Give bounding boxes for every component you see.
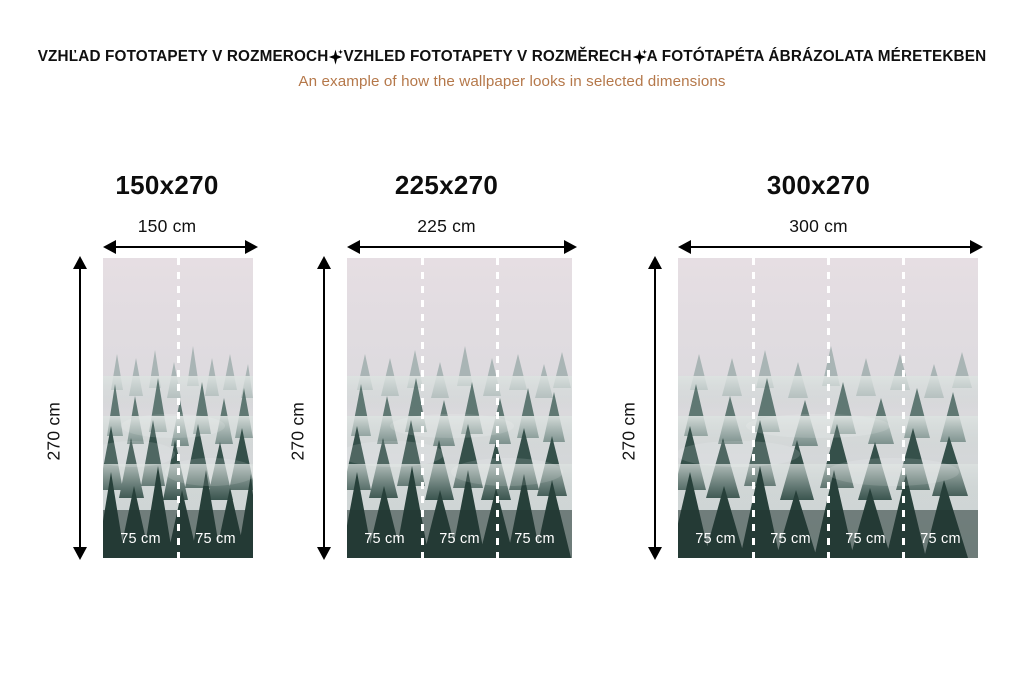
strip-divider (826, 258, 830, 558)
size-panel-225x270: 225x270 225 cm 270 cm (285, 160, 585, 570)
width-dimension-arrow (347, 240, 577, 254)
panel-height-label: 270 cm (43, 401, 64, 461)
title-segment-sk: VZHĽAD FOTOTAPETY V ROZMEROCH (37, 48, 329, 65)
panel-width-label: 225 cm (417, 216, 476, 236)
panel-height-label: 270 cm (618, 401, 639, 461)
wallpaper-preview: 75 cm 75 cm 75 cm (347, 258, 572, 558)
strip-label: 75 cm (920, 531, 961, 547)
panel-width-label: 150 cm (137, 216, 197, 236)
width-dimension-arrow (103, 240, 258, 254)
width-dimension-arrow (678, 240, 983, 254)
size-panel-150x270: 150x270 150 cm 270 cm (40, 160, 270, 570)
height-dimension-arrow (648, 256, 662, 560)
strip-divider (495, 258, 499, 558)
title-segment-cz: VZHLED FOTOTAPETY V ROZMĚRECH (343, 48, 632, 65)
sparkle-icon (328, 48, 344, 66)
strip-divider (901, 258, 905, 558)
strip-divider (176, 258, 180, 558)
strip-label: 75 cm (845, 531, 886, 547)
forest-artwork (347, 258, 572, 558)
strip-label: 75 cm (770, 531, 811, 547)
strip-label: 75 cm (439, 531, 480, 547)
panel-height-label: 270 cm (287, 401, 308, 461)
page-title: VZHĽAD FOTOTAPETY V ROZMEROCH VZHLED FOT… (0, 48, 1024, 66)
strip-label: 75 cm (364, 531, 405, 547)
strip-label: 75 cm (120, 531, 161, 547)
strip-label: 75 cm (195, 531, 236, 547)
title-segment-hu: A FOTÓTAPÉTA ÁBRÁZOLATA MÉRETEKBEN (646, 48, 987, 65)
strip-label: 75 cm (514, 531, 555, 547)
panel-title: 300x270 (766, 170, 871, 200)
height-dimension-arrow (317, 256, 331, 560)
height-dimension-arrow (73, 256, 87, 560)
wallpaper-preview: 75 cm 75 cm 75 cm 75 cm (678, 258, 978, 558)
strip-divider (420, 258, 424, 558)
header: VZHĽAD FOTOTAPETY V ROZMEROCH VZHLED FOT… (0, 48, 1024, 90)
page-subtitle: An example of how the wallpaper looks in… (298, 73, 726, 90)
panel-width-label: 300 cm (789, 216, 848, 236)
panel-title: 150x270 (115, 170, 219, 200)
panel-title: 225x270 (394, 170, 499, 200)
size-panel-300x270: 300x270 300 cm 270 cm (618, 160, 995, 570)
wallpaper-preview: 75 cm 75 cm (103, 258, 253, 558)
strip-divider (751, 258, 755, 558)
sparkle-icon (632, 48, 647, 66)
strip-label: 75 cm (695, 531, 736, 547)
